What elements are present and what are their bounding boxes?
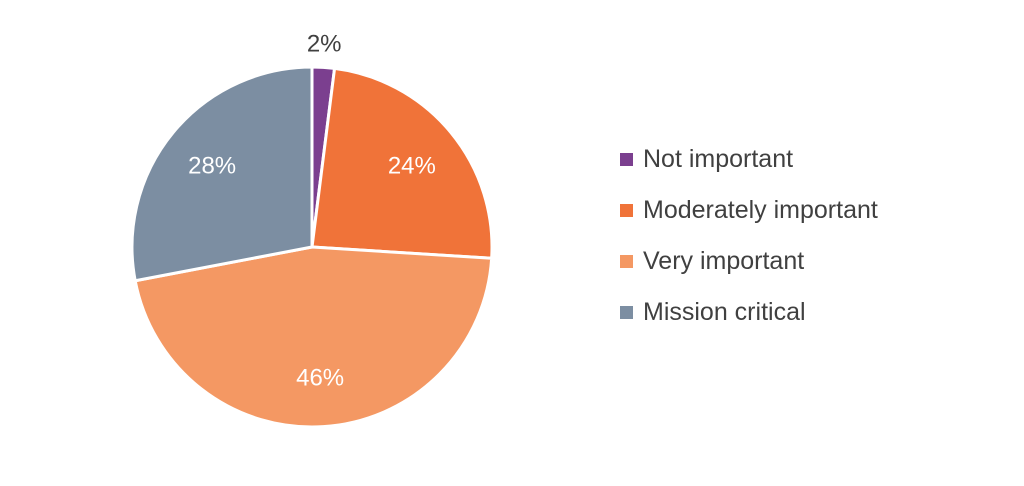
legend-swatch: [620, 203, 633, 217]
pie-slice-mission-critical: [130, 65, 314, 283]
legend-label: Not important: [643, 145, 794, 173]
data-label: 28%: [188, 152, 236, 179]
legend-label: Very important: [643, 247, 805, 275]
legend-item: Mission critical: [620, 299, 878, 325]
legend-swatch: [620, 152, 633, 166]
data-label: 46%: [296, 364, 344, 391]
chart-legend: Not important Moderately important Very im…: [620, 146, 878, 350]
legend-item: Not important: [620, 146, 878, 172]
legend-swatch: [620, 254, 633, 268]
legend-label: Mission critical: [643, 298, 806, 326]
legend-label: Moderately important: [643, 196, 878, 224]
legend-item: Moderately important: [620, 197, 878, 223]
legend-item: Very important: [620, 248, 878, 274]
pie-slice-moderately-important: [310, 66, 494, 260]
data-label: 2%: [307, 30, 342, 57]
legend-swatch: [620, 305, 633, 319]
pie-slices: [130, 65, 494, 429]
pie-data-labels: 2% 24% 46% 28%: [188, 30, 436, 391]
pie-slice-very-important: [133, 245, 494, 429]
data-label: 24%: [388, 152, 436, 179]
